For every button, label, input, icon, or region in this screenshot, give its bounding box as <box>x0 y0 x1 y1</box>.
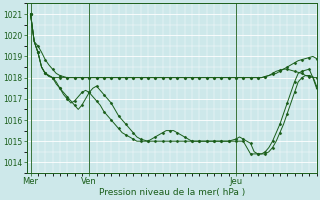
X-axis label: Pression niveau de la mer( hPa ): Pression niveau de la mer( hPa ) <box>99 188 245 197</box>
